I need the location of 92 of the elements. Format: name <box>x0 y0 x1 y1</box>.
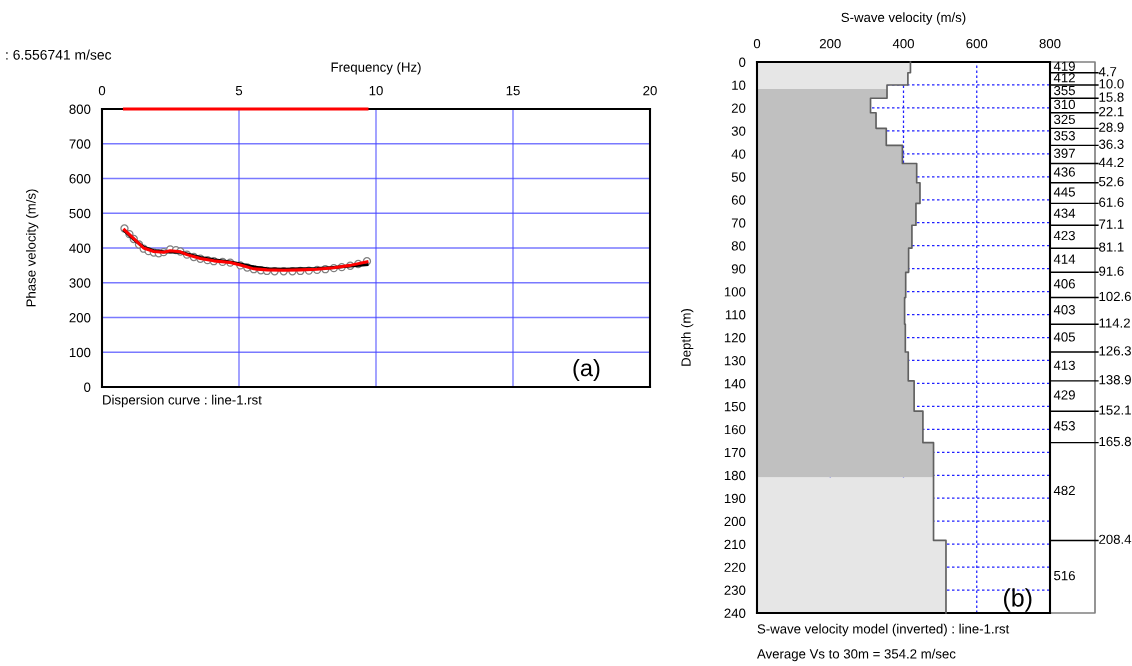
ref-line-label: 61.6 <box>1099 197 1124 207</box>
annotation: (a) <box>573 358 600 381</box>
x-tick-label: 20 <box>643 85 657 96</box>
text: 423 <box>1053 230 1075 241</box>
y-tick-label: 100 <box>724 287 746 297</box>
text: 419 <box>1053 61 1075 71</box>
y-tick-label: 800 <box>69 104 91 114</box>
text: : 6.556741 m/sec <box>6 49 112 60</box>
y-axis-title: Depth (m) <box>681 308 694 366</box>
x-axis-title: Frequency (Hz) <box>331 62 421 75</box>
text: 355 <box>1054 85 1075 96</box>
y-tick-label: 500 <box>69 208 91 219</box>
annotation: (b) <box>1004 588 1032 612</box>
y-tick-label: 180 <box>724 470 746 481</box>
text: Dispersion curve : line-1.rst <box>103 394 262 408</box>
y-tick-label: 40 <box>731 149 746 159</box>
text: 413 <box>1053 360 1075 370</box>
ref-line-label: 208.4 <box>1099 534 1132 544</box>
x-axis-title: S-wave velocity (m/s) <box>841 12 966 25</box>
ref-line-label: 44.2 <box>1098 157 1124 167</box>
y-tick-label: 70 <box>731 218 746 228</box>
x-tick-label: 0 <box>753 38 761 49</box>
ref-line-label: 10.0 <box>1099 79 1124 89</box>
ref-line-label: 81.1 <box>1099 242 1124 252</box>
ref-line-label: 165.8 <box>1099 436 1131 447</box>
text: 414 <box>1053 254 1076 264</box>
ref-line-label: 91.6 <box>1099 266 1124 276</box>
ref-line-label: 52.6 <box>1099 176 1124 187</box>
x-tick-label: 5 <box>235 86 243 96</box>
ref-line-label: 15.8 <box>1099 92 1124 102</box>
y-tick-label: 0 <box>84 382 91 392</box>
ref-line-label: 36.3 <box>1099 139 1124 149</box>
text: Average Vs to 30m = 354.2 m/sec <box>757 648 956 662</box>
y-tick-label: 400 <box>69 243 91 253</box>
y-tick-label: 140 <box>724 378 746 389</box>
text: 453 <box>1053 421 1075 431</box>
text: 397 <box>1054 148 1075 158</box>
x-tick-label: 600 <box>966 38 988 49</box>
y-tick-label: 20 <box>731 103 746 113</box>
text: 406 <box>1053 279 1075 289</box>
y-tick-label: 80 <box>731 241 746 251</box>
ref-line-label: 138.9 <box>1099 375 1131 385</box>
y-tick-label: 240 <box>724 608 746 618</box>
ref-line-label: 28.9 <box>1099 122 1124 132</box>
ref-line-label: 114.2 <box>1099 318 1130 328</box>
x-tick-label: 0 <box>98 85 106 96</box>
text: S-wave velocity model (inverted) : line-1.rst <box>757 623 1010 637</box>
text: 516 <box>1054 570 1075 581</box>
text: 482 <box>1053 485 1075 496</box>
ref-line-label: 71.1 <box>1099 219 1124 229</box>
ref-line-label: 4.7 <box>1098 67 1117 77</box>
text: 325 <box>1054 114 1075 125</box>
y-tick-label: 90 <box>731 264 746 274</box>
y-tick-label: 300 <box>69 278 91 288</box>
x-tick-label: 400 <box>892 38 914 49</box>
y-tick-label: 160 <box>724 424 746 435</box>
ref-line-label: 22.1 <box>1099 106 1124 117</box>
text: 353 <box>1054 131 1075 141</box>
y-tick-label: 130 <box>724 356 746 366</box>
y-tick-label: 210 <box>724 539 746 550</box>
y-tick-label: 170 <box>724 447 746 458</box>
x-tick-label: 10 <box>369 85 383 96</box>
y-tick-label: 50 <box>731 172 746 182</box>
text: 429 <box>1053 390 1075 400</box>
text: 445 <box>1053 187 1075 197</box>
x-tick-label: 800 <box>1039 38 1061 49</box>
y-tick-label: 0 <box>739 57 746 67</box>
y-tick-label: 230 <box>724 585 746 595</box>
x-tick-label: 200 <box>819 38 841 49</box>
text: 436 <box>1053 167 1075 177</box>
y-tick-label: 110 <box>725 310 746 320</box>
text: 310 <box>1054 99 1076 110</box>
ref-line-label: 152.1 <box>1099 405 1131 415</box>
y-axis-title: Phase velocity (m/s) <box>26 189 39 307</box>
y-tick-label: 700 <box>69 139 91 149</box>
ref-line-label: 102.6 <box>1099 291 1131 302</box>
y-tick-label: 200 <box>724 516 746 527</box>
y-tick-label: 60 <box>731 195 746 205</box>
text: 403 <box>1053 305 1075 315</box>
ref-line-label: 126.3 <box>1099 346 1131 356</box>
text: 405 <box>1053 332 1075 342</box>
x-tick-label: 15 <box>506 86 520 96</box>
y-tick-label: 220 <box>724 562 746 572</box>
y-tick-label: 600 <box>69 174 91 184</box>
y-tick-label: 30 <box>731 126 746 136</box>
text: 434 <box>1053 208 1076 218</box>
y-tick-label: 100 <box>69 347 91 358</box>
y-tick-label: 190 <box>724 493 746 504</box>
y-tick-label: 120 <box>724 333 746 343</box>
text: 412 <box>1053 73 1075 83</box>
y-tick-label: 200 <box>69 313 91 323</box>
y-tick-label: 150 <box>724 401 746 412</box>
